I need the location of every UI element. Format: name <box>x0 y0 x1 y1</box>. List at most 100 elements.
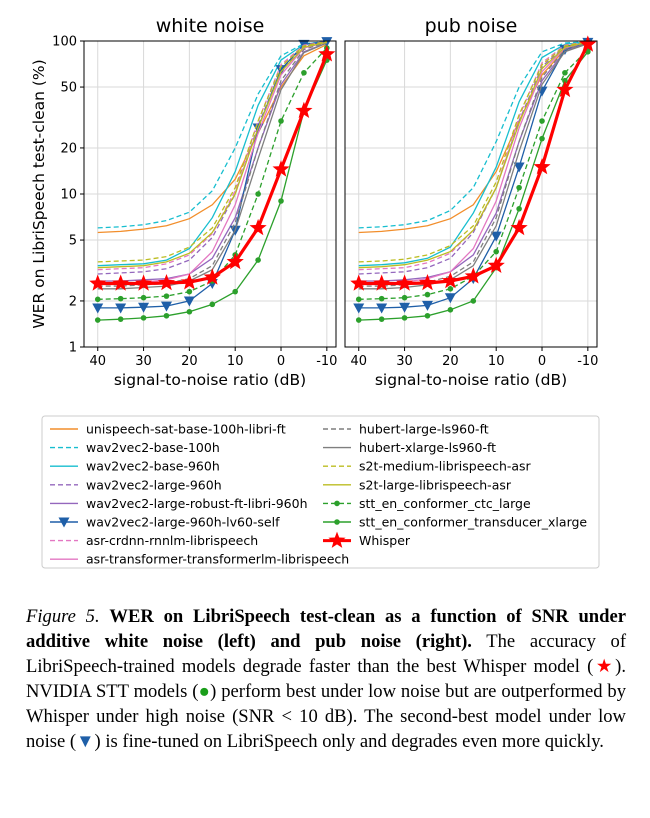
series-line-asr-crdnn-rnnlm-librispeech <box>97 41 327 271</box>
legend-label: wav2vec2-base-960h <box>86 459 220 474</box>
caption-text-1: The accuracy of LibriSpeech-trained mode… <box>26 631 627 677</box>
y-tick-label: 20 <box>60 141 77 156</box>
data-point-Whisper <box>272 160 290 177</box>
legend-entry: unispeech-sat-base-100h-libri-ft <box>50 422 286 437</box>
data-point-Whisper <box>441 272 459 289</box>
series-line-hubert-large-ls960-ft <box>97 41 327 287</box>
data-point-wav2vec2-large-960h-lv60-self <box>353 303 365 314</box>
data-point-wav2vec2-large-960h-lv60-self <box>160 301 172 312</box>
data-point-stt_en_conformer_transducer_xlarge <box>470 298 477 304</box>
x-tick-label: 30 <box>396 354 413 369</box>
series-line-wav2vec2-base-100h <box>97 41 327 229</box>
legend-entry: wav2vec2-large-robust-ft-libri-960h <box>50 496 308 511</box>
data-point-stt_en_conformer_ctc_large <box>355 296 362 303</box>
chart-title: white noise <box>156 15 265 37</box>
data-point-stt_en_conformer_transducer_xlarge <box>355 317 362 323</box>
data-point-stt_en_conformer_transducer_xlarge <box>117 316 124 322</box>
data-point-wav2vec2-large-960h-lv60-self <box>138 302 150 313</box>
data-point-stt_en_conformer_ctc_large <box>278 118 284 124</box>
caption-text-4: ) is fine-tuned on LibriSpeech only and … <box>94 731 604 752</box>
legend-entry: wav2vec2-large-960h <box>50 477 222 492</box>
legend-entry: asr-crdnn-rnnlm-librispeech <box>50 533 258 548</box>
y-axis-label: WER on LibriSpeech test-clean (%) <box>30 59 48 328</box>
x-tick-label: 0 <box>538 354 546 369</box>
legend-entry: hubert-xlarge-ls960-ft <box>323 440 496 455</box>
data-point-stt_en_conformer_ctc_large <box>447 286 454 292</box>
legend-label: stt_en_conformer_transducer_xlarge <box>359 515 587 530</box>
data-point-stt_en_conformer_ctc_large <box>94 296 101 303</box>
data-point-Whisper <box>464 267 482 284</box>
y-tick-label: 50 <box>60 81 77 96</box>
data-point-stt_en_conformer_transducer_xlarge <box>539 135 545 142</box>
x-tick-label: 20 <box>442 354 459 369</box>
data-point-wav2vec2-large-960h-lv60-self <box>399 302 411 313</box>
legend-entry: stt_en_conformer_ctc_large <box>323 496 531 511</box>
data-point-stt_en_conformer_ctc_large <box>493 248 500 255</box>
legend-entry: wav2vec2-large-960h-lv60-self <box>50 515 280 530</box>
data-point-Whisper <box>350 274 368 291</box>
legend-label: s2t-medium-librispeech-asr <box>359 459 532 474</box>
data-point-wav2vec2-large-960h-lv60-self <box>421 300 433 311</box>
data-point-stt_en_conformer_ctc_large <box>401 294 408 301</box>
legend-entry: stt_en_conformer_transducer_xlarge <box>323 515 587 530</box>
series-line-Whisper <box>97 53 329 286</box>
x-axis-label: signal-to-noise ratio (dB) <box>375 371 567 389</box>
legend-marker-icon <box>58 517 70 528</box>
data-point-Whisper <box>418 274 436 291</box>
series-line-stt_en_conformer_ctc_large <box>358 49 589 300</box>
data-point-stt_en_conformer_ctc_large <box>539 118 545 124</box>
data-point-Whisper <box>510 218 528 236</box>
legend: unispeech-sat-base-100h-libri-ft wav2vec2… <box>41 415 600 569</box>
data-point-stt_en_conformer_ctc_large <box>140 294 147 301</box>
series-line-s2t-large-librispeech-asr <box>358 41 588 269</box>
x-tick-label: -10 <box>316 354 337 369</box>
series-line-hubert-xlarge-ls960-ft <box>358 43 589 290</box>
legend-entry: asr-transformer-transformerlm-librispeec… <box>50 552 349 567</box>
legend-entry: hubert-large-ls960-ft <box>323 422 489 437</box>
data-point-Whisper <box>203 268 221 285</box>
legend-entry: Whisper <box>323 531 411 548</box>
data-point-stt_en_conformer_ctc_large <box>255 191 261 197</box>
data-point-Whisper <box>533 158 551 175</box>
data-point-wav2vec2-large-960h-lv60-self <box>444 293 456 304</box>
series-line-s2t-medium-librispeech-asr <box>97 41 327 263</box>
data-point-wav2vec2-large-960h-lv60-self <box>115 303 127 314</box>
legend-marker-icon <box>334 519 340 525</box>
data-point-Whisper <box>318 45 336 62</box>
legend-marker-icon <box>334 500 340 507</box>
x-tick-label: 30 <box>135 354 152 369</box>
series-line-wav2vec2-large-robust-ft-libri-960h <box>358 42 589 282</box>
data-point-stt_en_conformer_ctc_large <box>163 293 170 299</box>
data-point-stt_en_conformer_transducer_xlarge <box>401 315 408 321</box>
y-tick-label: 5 <box>69 234 77 249</box>
data-point-stt_en_conformer_transducer_xlarge <box>562 77 568 84</box>
series-line-stt_en_conformer_ctc_large <box>97 47 328 300</box>
data-point-stt_en_conformer_transducer_xlarge <box>140 315 147 321</box>
chart-title: pub noise <box>425 15 518 37</box>
x-tick-label: 40 <box>89 354 106 369</box>
data-point-Whisper <box>226 252 244 270</box>
figure-caption: Figure 5. WER on LibriSpeech test-clean … <box>26 604 626 754</box>
data-point-Whisper <box>396 274 414 291</box>
triangle-down-icon: ▼ <box>76 731 95 752</box>
legend-entry: s2t-large-librispeech-asr <box>323 477 512 492</box>
x-tick-label: 0 <box>277 354 285 369</box>
data-point-Whisper <box>295 101 313 118</box>
x-tick-label: -10 <box>577 354 598 369</box>
legend-marker-icon <box>328 531 346 548</box>
legend-entry: s2t-medium-librispeech-asr <box>323 459 532 474</box>
legend-box <box>41 415 600 569</box>
plot-frame <box>344 40 598 348</box>
series-line-wav2vec2-base-960h <box>358 41 588 267</box>
series-line-wav2vec2-large-robust-ft-libri-960h <box>97 42 328 282</box>
data-point-stt_en_conformer_transducer_xlarge <box>278 198 284 204</box>
series-group <box>350 35 597 323</box>
data-point-Whisper <box>487 256 505 273</box>
data-point-stt_en_conformer_transducer_xlarge <box>255 257 261 263</box>
series-line-asr-transformer-transformerlm-librispeech <box>97 41 327 285</box>
star-icon: ★ <box>593 656 616 677</box>
data-point-Whisper <box>556 80 574 98</box>
data-point-wav2vec2-large-960h-lv60-self <box>376 303 388 314</box>
legend-entry: wav2vec2-base-100h <box>50 440 220 455</box>
